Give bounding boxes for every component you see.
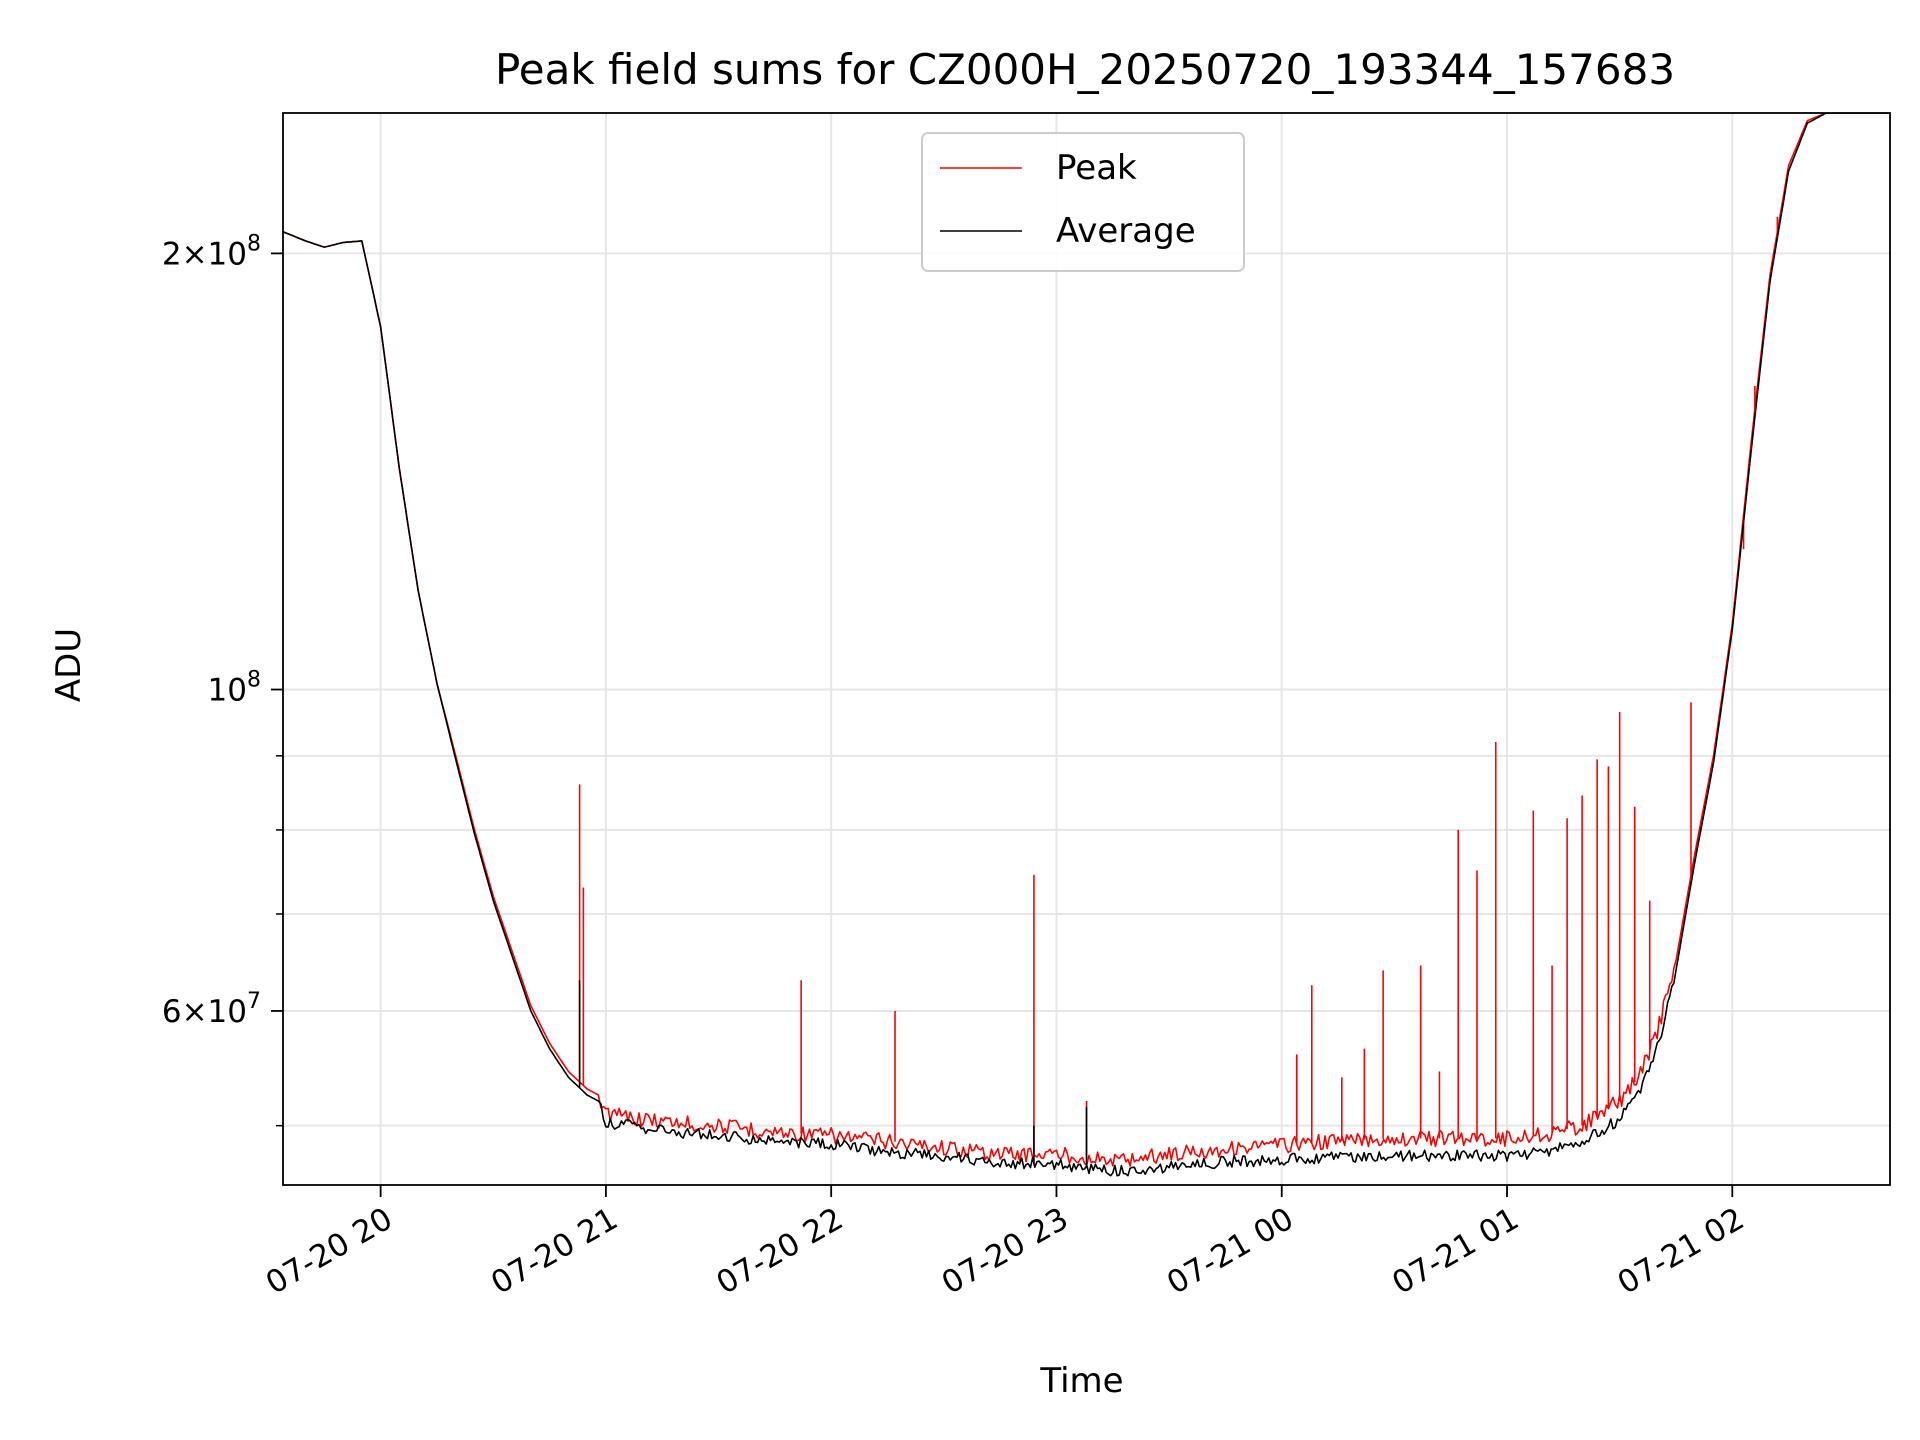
y-tick-label: 108 <box>208 668 261 709</box>
chart-title: Peak field sums for CZ000H_20250720_1933… <box>495 45 1675 94</box>
x-tick-label: 07-20 22 <box>710 1201 849 1302</box>
legend-label-peak: Peak <box>1056 148 1137 188</box>
x-axis-label: Time <box>1039 1361 1123 1401</box>
legend: Peak Average <box>921 132 1245 272</box>
x-tick-label: 07-21 02 <box>1612 1201 1751 1302</box>
y-tick-label: 2×108 <box>162 231 261 272</box>
y-tick-label: 6×107 <box>162 989 261 1030</box>
x-tick-label: 07-21 00 <box>1161 1201 1300 1302</box>
x-tick-label: 07-21 01 <box>1386 1201 1525 1302</box>
x-axis-ticks: 07-20 20 07-20 21 07-20 22 07-20 23 07-21 00… <box>260 1185 1750 1302</box>
y-axis-ticks: 6×107 108 2×108 <box>162 231 283 1127</box>
legend-label-average: Average <box>1056 211 1196 251</box>
x-tick-label: 07-20 20 <box>260 1201 399 1302</box>
plot-frame <box>282 112 1891 1186</box>
x-tick-label: 07-20 21 <box>485 1201 624 1302</box>
y-axis-label: ADU <box>49 628 89 702</box>
series-lines <box>283 113 1890 1177</box>
x-tick-label: 07-20 23 <box>936 1201 1075 1302</box>
